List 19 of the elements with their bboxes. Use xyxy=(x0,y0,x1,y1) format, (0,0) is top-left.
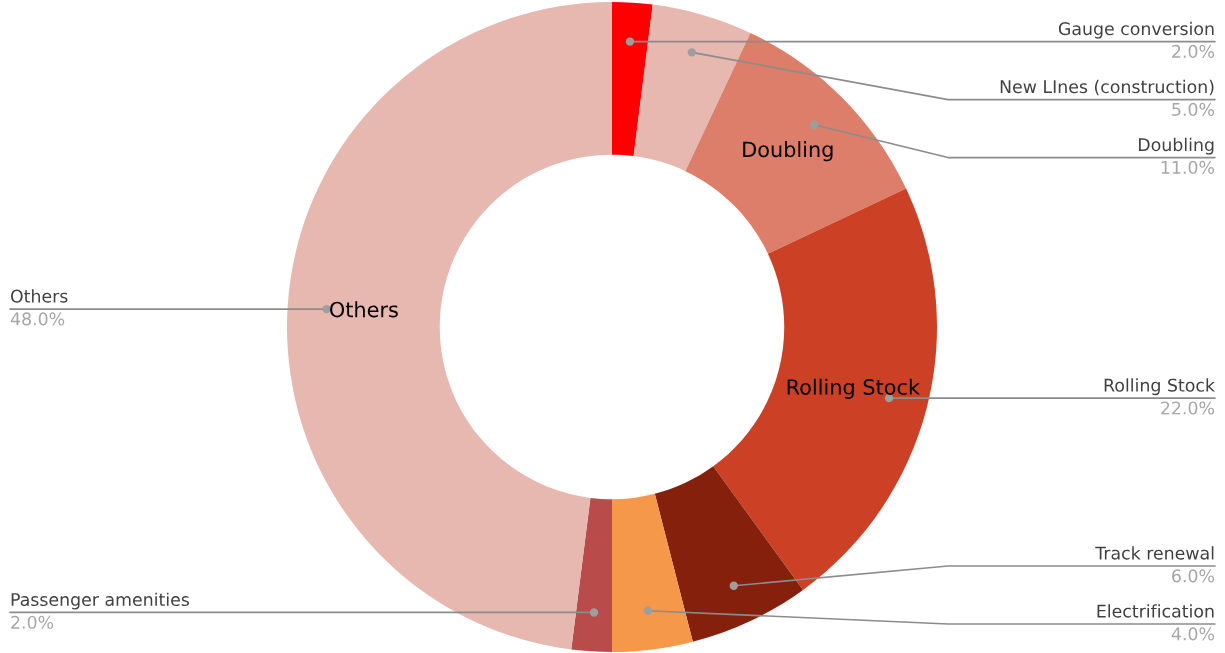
data-label: 5.0% xyxy=(1172,102,1215,116)
slice-label: New LInes (construction) xyxy=(1000,79,1214,96)
data-label: 22.0% xyxy=(1161,401,1215,415)
data-label: 2.0% xyxy=(1172,44,1215,58)
data-label: 6.0% xyxy=(1172,569,1215,583)
text: Doubling xyxy=(743,141,833,162)
data-label: 4.0% xyxy=(1171,627,1215,641)
slice-label: Electrification xyxy=(1097,604,1214,618)
slice-label: Gauge conversion xyxy=(1058,21,1214,39)
slice-label: Others xyxy=(10,289,68,303)
slice-label: Rolling Stock xyxy=(1104,378,1215,396)
data-label: 48.0% xyxy=(10,312,65,326)
slice-label: Track renewal xyxy=(1095,546,1214,560)
data-label: 11.0% xyxy=(1161,160,1215,174)
slice-label: Doubling xyxy=(1139,137,1214,155)
slice-label: Passenger amenities xyxy=(11,592,190,610)
text: Rolling Stock xyxy=(787,378,920,399)
text: Others xyxy=(330,301,398,318)
data-label: 2.0% xyxy=(11,615,54,629)
